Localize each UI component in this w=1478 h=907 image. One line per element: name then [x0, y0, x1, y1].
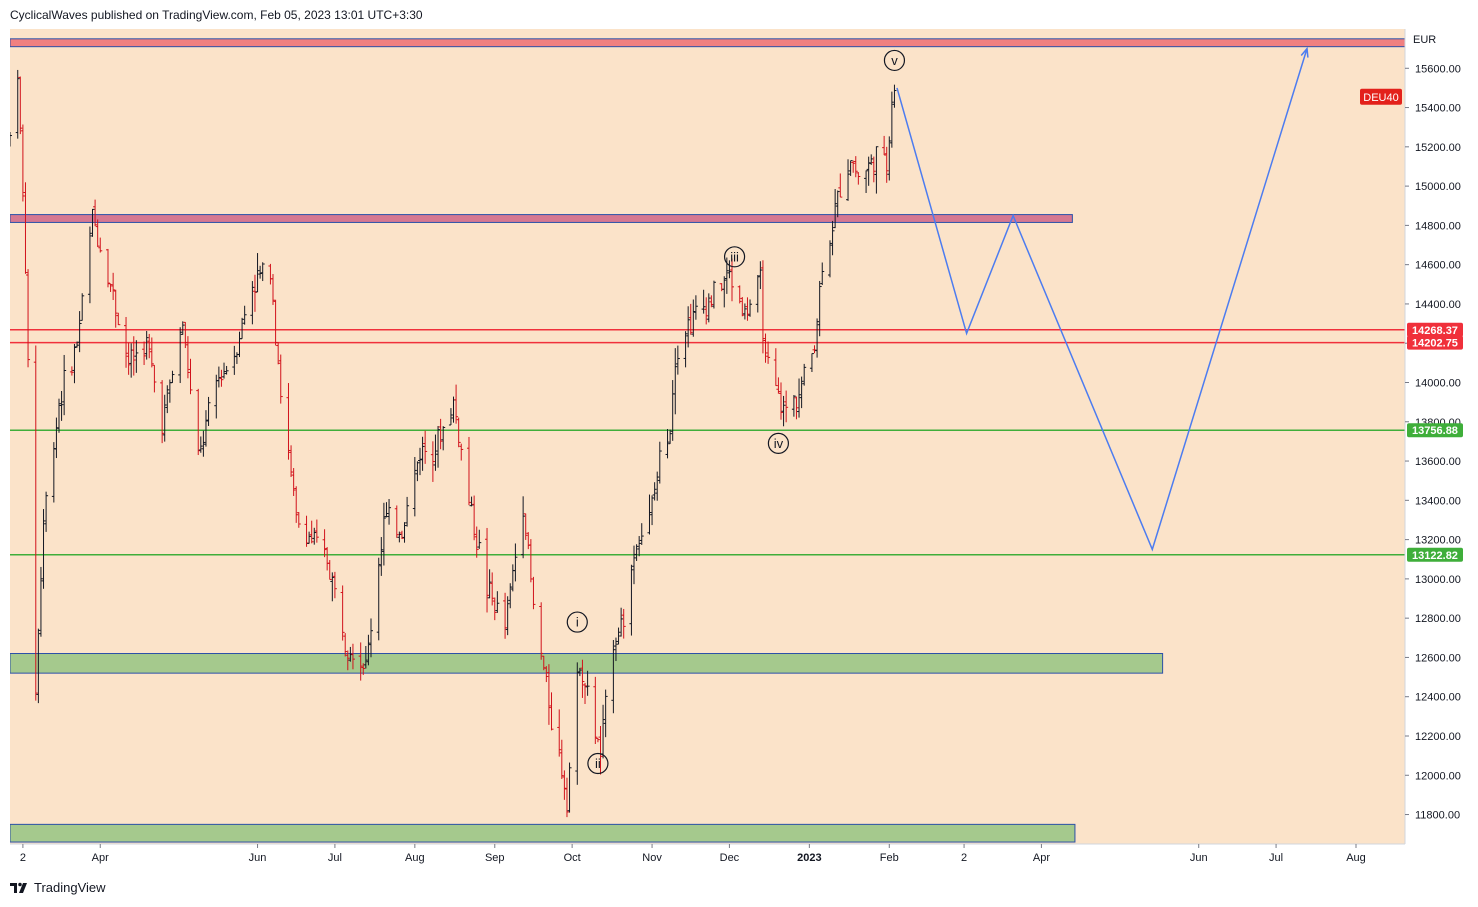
wave-label-i: i: [576, 615, 579, 630]
y-tick-label-12200: 12200.00: [1415, 731, 1461, 743]
x-tick-label-3: Jul: [328, 852, 342, 864]
support-zone-upper: [9, 653, 1164, 674]
y-tick-label-14600: 14600.00: [1415, 260, 1461, 272]
level-badge-label-1: 14202.75: [1412, 338, 1458, 350]
x-tick-label-6: Oct: [564, 852, 581, 864]
level-badge-1: [1407, 335, 1463, 350]
level-badge-label-3: 13122.82: [1412, 550, 1458, 562]
plot-background: [10, 29, 1405, 844]
wave-label-circle-v: [883, 49, 906, 72]
symbol-badge-label: DEU40: [1363, 92, 1398, 104]
resistance-zone-mid: [9, 214, 1073, 223]
footer-brand: TradingView: [34, 880, 106, 895]
projection-path: [896, 48, 1308, 552]
y-tick-label-13600: 13600.00: [1415, 456, 1461, 468]
y-tick-label-15400: 15400.00: [1415, 103, 1461, 115]
x-tick-label-5: Sep: [485, 852, 505, 864]
wave-label-iv: iv: [774, 436, 784, 451]
x-tick-label-9: 2023: [797, 852, 821, 864]
y-tick-label-14000: 14000.00: [1415, 377, 1461, 389]
level-badge-3: [1407, 547, 1463, 562]
x-tick-label-11: 2: [961, 852, 967, 864]
publish-header: CyclicalWaves published on TradingView.c…: [10, 8, 423, 22]
wave-label-circle-iv: [767, 432, 790, 454]
y-tick-label-15000: 15000.00: [1415, 181, 1461, 193]
price-chart[interactable]: viiiiviiiEUR11800.0012000.0012200.001240…: [8, 29, 1469, 872]
chart-area[interactable]: v iii iv i ii EUR 11800.00 12000.00 12200.00 1240…: [8, 29, 1469, 872]
wave-label-iii: iii: [730, 249, 739, 264]
y-tick-label-14400: 14400.00: [1415, 299, 1461, 311]
wave-label-circle-i: [566, 611, 588, 633]
x-tick-label-14: Jul: [1269, 852, 1283, 864]
y-tick-label-12800: 12800.00: [1415, 613, 1461, 625]
resistance-zone-top: [9, 38, 1406, 48]
tradingview-logo-icon: [10, 882, 27, 893]
y-tick-label-11800: 11800.00: [1415, 810, 1460, 822]
y-tick-label-15200: 15200.00: [1415, 142, 1461, 154]
x-tick-label-15: Aug: [1346, 852, 1366, 864]
x-tick-label-1: Apr: [92, 852, 109, 864]
x-tick-label-7: Nov: [642, 852, 662, 864]
x-tick-label-10: Feb: [880, 852, 899, 864]
y-tick-label-15600: 15600.00: [1415, 63, 1461, 75]
y-tick-label-12600: 12600.00: [1415, 652, 1461, 664]
currency-label: EUR: [1413, 34, 1436, 46]
projection-arrowhead: [1300, 46, 1309, 58]
wave-label-circle-iii: [723, 246, 746, 268]
y-tick-label-14800: 14800.00: [1415, 220, 1461, 232]
level-badge-2: [1407, 423, 1463, 438]
x-tick-label-4: Aug: [405, 852, 425, 864]
tradingview-footer[interactable]: TradingView: [10, 880, 106, 895]
y-tick-label-13200: 13200.00: [1415, 535, 1461, 547]
level-badge-0: [1407, 322, 1463, 337]
wave-label-circle-ii: [587, 752, 609, 775]
support-zone-lower: [9, 823, 1076, 843]
level-badge-label-0: 14268.37: [1412, 325, 1458, 337]
wave-label-ii: ii: [595, 756, 601, 771]
wave-label-v: v: [891, 53, 898, 68]
x-tick-label-12: Apr: [1033, 852, 1050, 864]
y-tick-label-13000: 13000.00: [1415, 574, 1461, 586]
x-tick-label-8: Dec: [720, 852, 740, 864]
y-tick-label-12000: 12000.00: [1415, 770, 1461, 782]
x-tick-label-13: Jun: [1190, 852, 1208, 864]
x-tick-label-0: 2: [20, 852, 26, 864]
symbol-badge: [1360, 88, 1402, 105]
x-tick-label-2: Jun: [249, 852, 267, 864]
level-badge-label-2: 13756.88: [1412, 425, 1458, 437]
y-tick-label-13400: 13400.00: [1415, 495, 1461, 507]
y-tick-label-12400: 12400.00: [1415, 692, 1461, 704]
